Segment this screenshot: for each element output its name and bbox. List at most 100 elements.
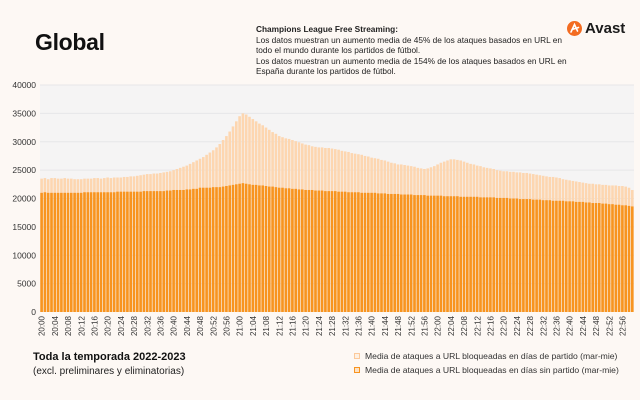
bar-no-match (357, 192, 360, 312)
bar-no-match (508, 198, 512, 312)
bar-no-match (555, 200, 558, 312)
bar-no-match (43, 192, 47, 312)
x-tick-label: 22:12 (473, 315, 482, 336)
avast-logo-icon (567, 21, 582, 36)
x-tick-label: 20:16 (90, 315, 99, 336)
bar-no-match (93, 192, 96, 312)
x-tick-label: 21:48 (394, 315, 403, 336)
x-tick-label: 21:00 (236, 315, 245, 336)
x-tick-label: 21:56 (420, 315, 429, 336)
bar-no-match (231, 184, 235, 312)
x-tick-label: 22:36 (552, 315, 561, 336)
y-tick-label: 5000 (17, 279, 36, 289)
x-tick-label: 22:00 (434, 315, 443, 336)
bar-no-match (522, 199, 525, 312)
bar-no-match (380, 193, 383, 312)
bar-no-match (218, 187, 222, 312)
bar-no-match (142, 191, 146, 312)
bar-no-match (538, 199, 542, 312)
bar-no-match (429, 195, 433, 312)
bar-no-match (568, 201, 571, 312)
x-tick-label: 20:12 (77, 315, 86, 336)
bar-no-match (145, 191, 149, 312)
bar-no-match (83, 192, 86, 312)
bar-no-match (558, 200, 561, 312)
bar-no-match (515, 198, 519, 312)
bar-no-match (449, 196, 453, 312)
bar-no-match (545, 200, 548, 312)
bar-no-match (248, 184, 251, 312)
bar-no-match (419, 195, 423, 312)
bar-no-match (324, 191, 327, 312)
note-heading: Champions League Free Streaming: (256, 24, 398, 34)
bar-no-match (574, 201, 578, 312)
bar-no-match (343, 191, 347, 312)
bar-no-match (192, 188, 195, 312)
x-tick-label: 21:28 (328, 315, 337, 336)
x-tick-label: 22:04 (447, 315, 456, 336)
bar-no-match (96, 192, 99, 312)
bar-no-match (188, 189, 192, 312)
bar-no-match (297, 189, 301, 312)
note-line-spain: Los datos muestran un aumento media de 1… (256, 55, 567, 77)
bar-no-match (551, 200, 555, 312)
bar-no-match (53, 192, 57, 312)
bar-no-match (466, 196, 469, 312)
bar-no-match (456, 196, 459, 312)
bar-no-match (317, 190, 321, 312)
bar-no-match (310, 189, 314, 312)
bar-no-match (340, 191, 344, 312)
x-tick-label: 22:24 (513, 315, 522, 336)
bar-no-match (565, 201, 568, 312)
bar-no-match (433, 195, 436, 312)
x-tick-label: 22:56 (618, 315, 627, 336)
bar-no-match (215, 187, 218, 312)
bar-no-match (149, 191, 152, 312)
bar-no-match (406, 194, 410, 312)
bar-no-match (132, 191, 136, 312)
bar-no-match (541, 200, 545, 312)
bar-no-match (607, 204, 611, 312)
x-tick-label: 20:28 (130, 315, 139, 336)
bar-no-match (423, 195, 426, 312)
bar-no-match (50, 192, 53, 312)
x-tick-label: 21:12 (275, 315, 284, 336)
bar-no-match (588, 202, 591, 312)
bar-no-match (258, 185, 261, 312)
bar-no-match (99, 192, 103, 312)
y-tick-label: 10000 (12, 250, 36, 260)
x-tick-label: 21:08 (262, 315, 271, 336)
bar-no-match (495, 197, 499, 312)
y-tick-label: 40000 (12, 80, 36, 90)
bar-no-match (109, 192, 113, 312)
x-tick-label: 22:28 (526, 315, 535, 336)
x-tick-label: 22:20 (500, 315, 509, 336)
bar-no-match (598, 203, 601, 312)
bar-no-match (390, 193, 393, 312)
bar-no-match (604, 203, 608, 312)
avast-logo: Avast (567, 20, 625, 37)
bar-no-match (304, 189, 307, 312)
bar-no-match (129, 191, 132, 312)
bar-no-match (268, 186, 271, 312)
bar-no-match (79, 192, 83, 312)
footer-subtitle: (excl. preliminares y eliminatorias) (33, 366, 185, 377)
bar-no-match (505, 197, 509, 312)
bar-no-match (353, 192, 357, 312)
x-tick-label: 21:40 (368, 315, 377, 336)
bar-no-match (274, 187, 278, 312)
bar-no-match (106, 192, 109, 312)
bar-no-match (512, 198, 515, 312)
bar-no-match (386, 193, 390, 312)
x-tick-label: 20:20 (104, 315, 113, 336)
bar-no-match (205, 187, 208, 312)
bar-no-match (469, 196, 472, 312)
bar-no-match (159, 191, 162, 312)
bar-no-match (281, 187, 284, 312)
page-title: Global (35, 29, 105, 55)
x-tick-label: 21:20 (302, 315, 311, 336)
bar-no-match (561, 200, 565, 312)
legend-swatch-match (354, 353, 360, 359)
bar-no-match (254, 184, 258, 312)
